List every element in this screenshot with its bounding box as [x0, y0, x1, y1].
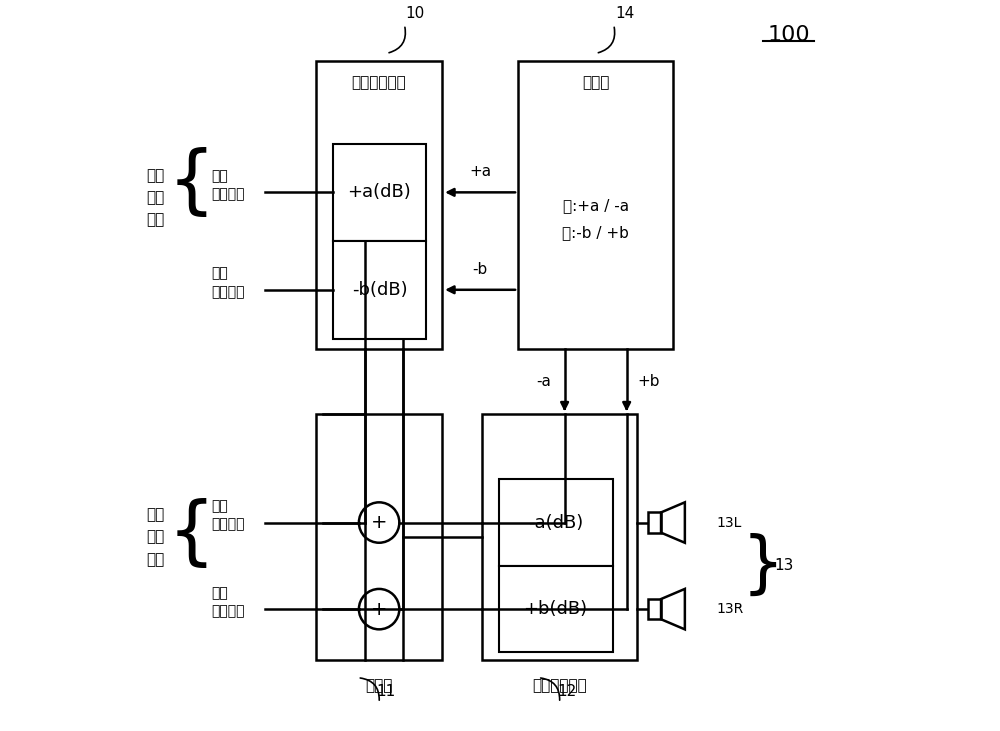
Bar [648, 512, 661, 533]
Text: 第二
右侧信号: 第二 右侧信号 [211, 586, 245, 618]
Text: 14: 14 [615, 6, 634, 21]
Text: 第一
音频
内容: 第一 音频 内容 [146, 168, 164, 227]
Bar [333, 241, 426, 338]
Text: 100: 100 [767, 25, 810, 45]
Text: -a(dB): -a(dB) [528, 514, 583, 531]
Text: 第二
音频
内容: 第二 音频 内容 [146, 507, 164, 567]
Text: +a: +a [469, 164, 491, 179]
Text: 10: 10 [406, 6, 425, 21]
Bar [648, 599, 661, 619]
Text: 第一
右侧信号: 第一 右侧信号 [211, 266, 245, 299]
Bar [482, 414, 637, 659]
Text: 第一放大器部: 第一放大器部 [352, 75, 406, 90]
Text: {: { [167, 499, 215, 572]
Text: 第二
左侧信号: 第二 左侧信号 [211, 499, 245, 531]
Text: 左:+a / -a
右:-b / +b: 左:+a / -a 右:-b / +b [562, 198, 629, 240]
Text: +: + [371, 513, 387, 532]
Text: 13: 13 [774, 558, 794, 573]
Text: -b: -b [473, 262, 488, 277]
Text: 第一
左侧信号: 第一 左侧信号 [211, 169, 245, 201]
Text: 11: 11 [377, 684, 396, 700]
Text: +a(dB): +a(dB) [348, 183, 411, 201]
Text: 第二放大器部: 第二放大器部 [532, 678, 587, 693]
Text: 12: 12 [557, 684, 576, 700]
Text: +b: +b [637, 374, 660, 390]
Bar [316, 414, 442, 659]
Text: 13R: 13R [717, 602, 744, 616]
Bar [333, 144, 426, 241]
Text: {: { [167, 147, 215, 220]
Text: +b(dB): +b(dB) [524, 600, 588, 618]
Text: -b(dB): -b(dB) [352, 281, 407, 299]
Bar [316, 61, 442, 349]
Bar [518, 61, 673, 349]
Bar [499, 566, 613, 653]
Text: 13L: 13L [717, 515, 742, 529]
Text: }: } [742, 533, 784, 599]
Text: 混音部: 混音部 [365, 678, 393, 693]
Text: 设定部: 设定部 [582, 75, 609, 90]
Bar [499, 480, 613, 566]
Text: +: + [371, 599, 387, 618]
Text: -a: -a [537, 374, 552, 390]
